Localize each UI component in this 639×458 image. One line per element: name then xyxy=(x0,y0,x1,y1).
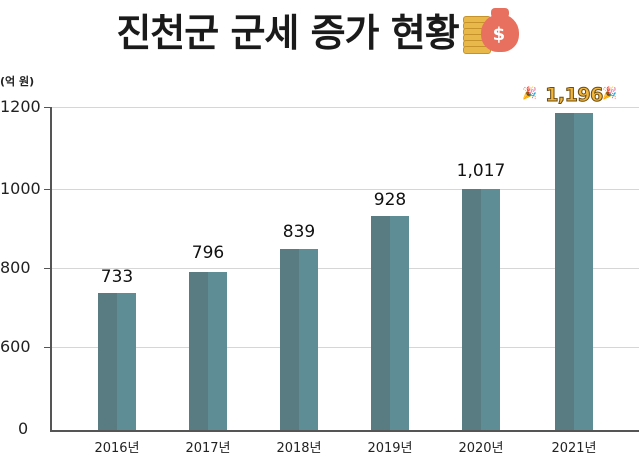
x-tick-label: 2018년 xyxy=(276,441,322,456)
bar-2018 xyxy=(280,249,318,430)
bar-2017 xyxy=(189,272,227,430)
y-tick-label: 800 xyxy=(0,258,31,277)
x-tick-label: 2017년 xyxy=(185,441,231,456)
party-popper-icon: 🎉 xyxy=(522,86,537,100)
y-tick-mark xyxy=(44,347,50,348)
y-tick-label: 600 xyxy=(0,337,31,356)
bar-value-label: 733 xyxy=(100,267,134,287)
y-tick-label: 1000 xyxy=(0,179,41,198)
x-axis xyxy=(50,430,639,432)
gridline xyxy=(51,189,639,190)
chart-title-text: 진천군 군세 증가 현황 xyxy=(116,11,459,55)
y-tick-label: 0 xyxy=(18,419,29,438)
y-tick-label: 1200 xyxy=(0,97,41,116)
y-tick-mark xyxy=(44,189,50,190)
bar-value-label: 796 xyxy=(191,243,225,263)
bar-value-label-highlight: 1,196 xyxy=(545,84,604,107)
bar-value-label: 1,017 xyxy=(456,161,506,181)
bar-2016 xyxy=(98,293,136,430)
bar-value-label: 928 xyxy=(373,190,407,210)
money-bag-icon: $ xyxy=(461,7,523,54)
chart-title: 진천군 군세 증가 현황 $ xyxy=(0,2,639,57)
x-tick-label: 2020년 xyxy=(458,441,504,456)
x-tick-label: 2016년 xyxy=(94,441,140,456)
y-tick-mark xyxy=(44,107,50,108)
bar-2019 xyxy=(371,216,409,430)
y-axis xyxy=(50,107,52,431)
gridline xyxy=(51,268,639,269)
bar-value-label: 839 xyxy=(282,222,316,242)
gridline xyxy=(51,107,639,108)
x-tick-label: 2021년 xyxy=(551,441,597,456)
gridline xyxy=(51,347,639,348)
bar-2021 xyxy=(555,113,593,430)
bar-2020 xyxy=(462,189,500,430)
y-axis-unit-label: (억 원) xyxy=(0,75,35,88)
x-tick-label: 2019년 xyxy=(367,441,413,456)
y-tick-mark xyxy=(44,268,50,269)
party-popper-icon: 🎉 xyxy=(602,86,617,100)
